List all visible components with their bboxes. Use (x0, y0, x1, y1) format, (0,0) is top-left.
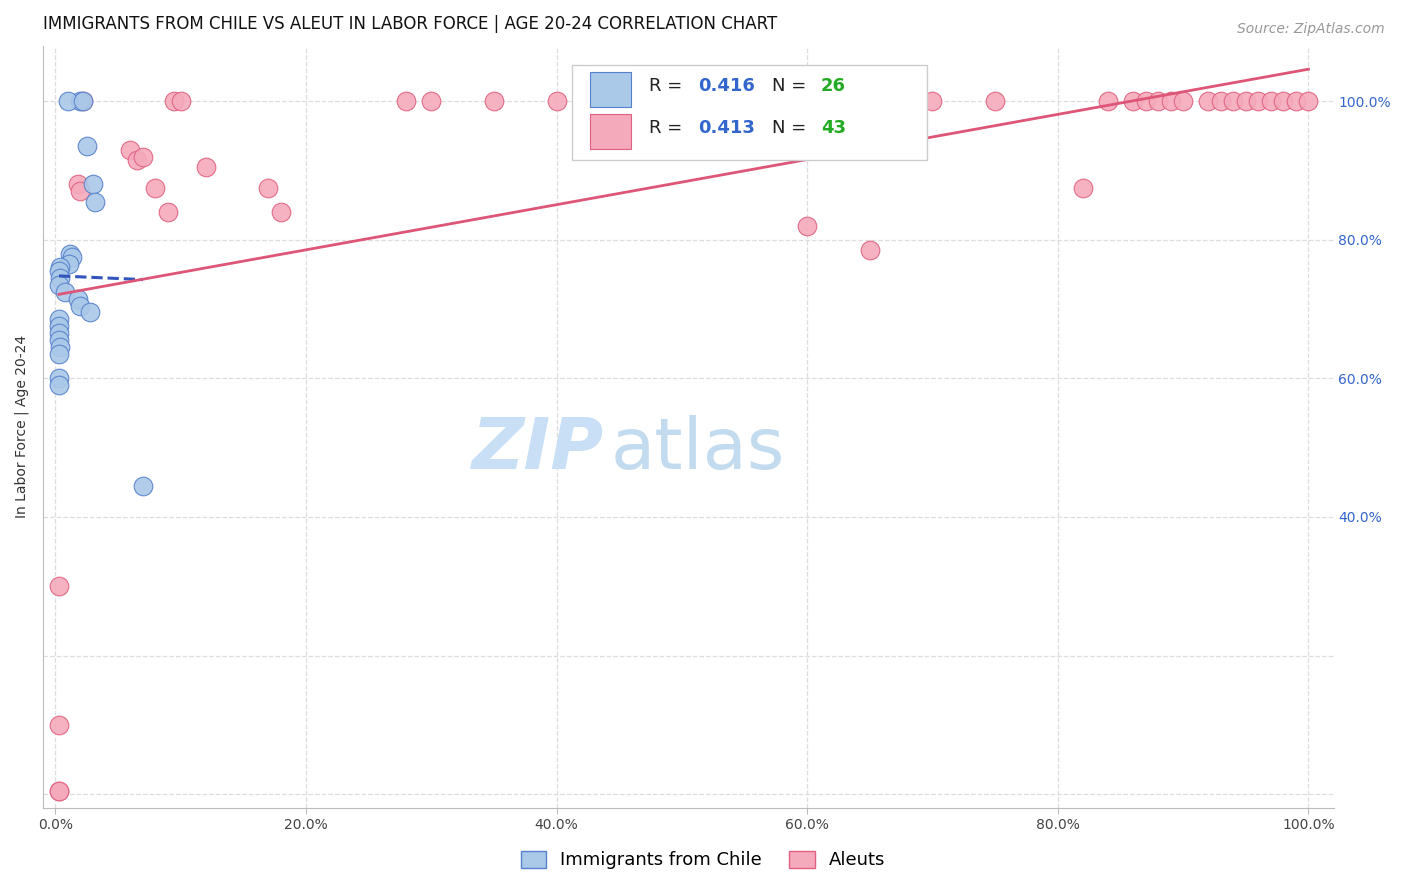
Point (1097, 94, 1119, 108)
Point (169, 94, 191, 108)
Point (59, 246, 82, 260)
Point (48, 371, 70, 385)
Point (163, 94, 186, 108)
Point (66, 292, 89, 306)
Point (395, 94, 418, 108)
Point (48, 378, 70, 392)
Text: R =: R = (650, 77, 689, 95)
Text: N =: N = (772, 119, 813, 136)
Point (1197, 94, 1219, 108)
Point (58, 257, 80, 271)
Point (48, 718, 70, 732)
Text: N =: N = (772, 77, 813, 95)
Text: 26: 26 (821, 77, 846, 95)
Point (984, 94, 1007, 108)
Point (48, 264, 70, 278)
Point (145, 180, 167, 194)
Point (546, 94, 568, 108)
Point (120, 143, 142, 157)
Point (1209, 94, 1232, 108)
Point (125, 153, 148, 167)
Point (1160, 94, 1182, 108)
Text: 0.413: 0.413 (699, 119, 755, 136)
Point (66, 178, 89, 192)
Point (82, 178, 104, 192)
Point (48, 579, 70, 593)
Text: atlas: atlas (610, 415, 785, 484)
Point (1171, 94, 1194, 108)
Point (482, 94, 505, 108)
Point (48, 277, 70, 292)
Point (48, 347, 70, 361)
Point (69, 184, 91, 198)
FancyBboxPatch shape (591, 71, 631, 107)
Point (49, 270, 72, 285)
Y-axis label: In Labor Force | Age 20-24: In Labor Force | Age 20-24 (15, 335, 30, 518)
Point (859, 243, 882, 257)
FancyBboxPatch shape (572, 65, 927, 160)
Point (48, 312, 70, 326)
Point (1071, 180, 1094, 194)
Point (48, 783, 70, 797)
Point (49, 260, 72, 275)
Point (60, 250, 83, 264)
Text: Source: ZipAtlas.com: Source: ZipAtlas.com (1237, 22, 1385, 37)
Point (796, 219, 818, 233)
Point (76, 139, 98, 153)
Text: 43: 43 (821, 119, 846, 136)
Text: IMMIGRANTS FROM CHILE VS ALEUT IN LABOR FORCE | AGE 20-24 CORRELATION CHART: IMMIGRANTS FROM CHILE VS ALEUT IN LABOR … (42, 15, 778, 33)
Point (1247, 94, 1270, 108)
Legend: Immigrants from Chile, Aleuts: Immigrants from Chile, Aleuts (512, 842, 894, 879)
Point (257, 180, 280, 194)
Point (69, 94, 91, 108)
Point (56, 94, 79, 108)
Text: 0.416: 0.416 (699, 77, 755, 95)
Point (1135, 94, 1157, 108)
Point (132, 479, 155, 493)
Point (420, 94, 443, 108)
Point (1147, 94, 1170, 108)
Point (53, 285, 76, 299)
Point (48, 319, 70, 334)
Point (48, 783, 70, 797)
Point (72, 94, 94, 108)
Point (607, 94, 630, 108)
Point (49, 340, 72, 354)
Point (671, 94, 693, 108)
Point (48, 326, 70, 341)
Point (69, 299, 91, 313)
FancyBboxPatch shape (591, 113, 631, 149)
Point (132, 150, 155, 164)
Point (79, 305, 101, 319)
Point (72, 94, 94, 108)
Point (84, 194, 107, 209)
Point (921, 94, 943, 108)
Text: R =: R = (650, 119, 689, 136)
Point (1234, 94, 1257, 108)
Point (156, 205, 179, 219)
Point (1285, 94, 1308, 108)
Point (48, 333, 70, 347)
Point (1122, 94, 1144, 108)
Point (1272, 94, 1295, 108)
Point (270, 205, 292, 219)
Point (1222, 94, 1244, 108)
Point (194, 160, 217, 174)
Point (1298, 94, 1320, 108)
Text: ZIP: ZIP (472, 415, 605, 484)
Point (1260, 94, 1282, 108)
